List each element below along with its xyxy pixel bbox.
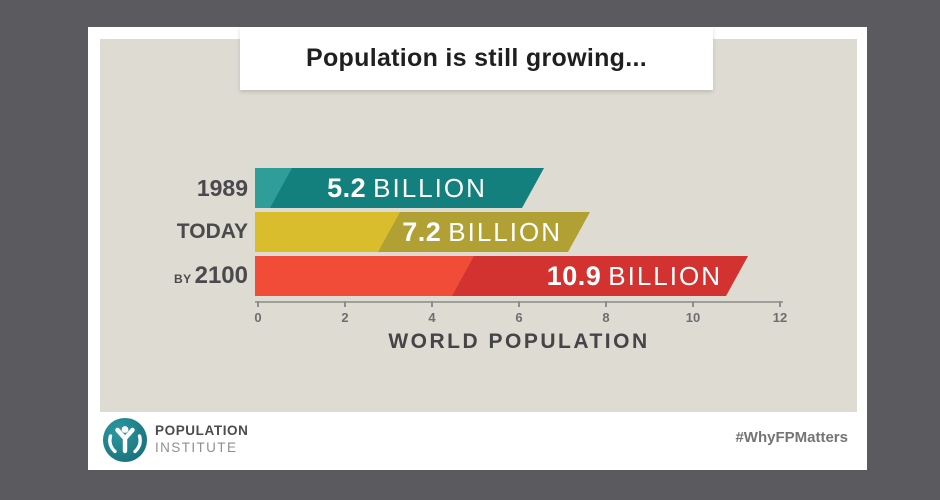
x-axis-tickmark <box>779 301 781 307</box>
chart-panel: 1989 TODAY BY 2100 5.2 BILLION 7.2 BILLION … <box>100 39 857 412</box>
x-axis-tick-label: 10 <box>685 310 701 325</box>
logo-wordmark: POPULATION INSTITUTE <box>155 423 249 455</box>
bar-value-unit: BILLION <box>373 173 487 203</box>
x-axis-tickmark <box>605 301 607 307</box>
bar-value-unit: BILLION <box>608 261 722 291</box>
x-axis-tick-label: 12 <box>772 310 788 325</box>
x-axis-tick-label: 2 <box>341 310 349 325</box>
x-axis-title: WORLD POPULATION <box>388 330 650 353</box>
x-axis-tick-label: 4 <box>428 310 436 325</box>
x-axis-tick-label: 6 <box>515 310 523 325</box>
infographic-card: 1989 TODAY BY 2100 5.2 BILLION 7.2 BILLION … <box>88 27 867 470</box>
bar-today-value-segment: 7.2 BILLION <box>378 212 590 252</box>
x-axis-tickmark <box>431 301 433 307</box>
bar-1989: 5.2 BILLION <box>255 168 544 208</box>
bar-today: 7.2 BILLION <box>255 212 590 252</box>
x-axis-tick-label: 0 <box>254 310 262 325</box>
population-institute-logo-icon <box>103 418 147 462</box>
category-label-today: TODAY <box>176 220 248 243</box>
x-axis-tickmark <box>344 301 346 307</box>
bar-value-number: 5.2 <box>327 173 367 203</box>
chart-title: Population is still growing... <box>306 44 647 72</box>
bar-value-number: 7.2 <box>402 217 442 247</box>
title-banner: Population is still growing... <box>240 27 713 90</box>
bar-by-2100: 10.9 BILLION <box>255 256 748 296</box>
x-axis-tick-label: 8 <box>602 310 610 325</box>
logo-line-population: POPULATION <box>155 423 249 438</box>
category-label-1989: 1989 <box>196 175 248 201</box>
hashtag-label: #WhyFPMatters <box>735 429 848 446</box>
x-axis-tickmark <box>257 301 259 307</box>
bar-by-2100-value-segment: 10.9 BILLION <box>452 256 748 296</box>
bar-value-unit: BILLION <box>448 217 562 247</box>
x-axis-tickmark <box>518 301 520 307</box>
x-axis-tickmark <box>692 301 694 307</box>
footer-bar: POPULATION INSTITUTE #WhyFPMatters <box>88 412 867 470</box>
bar-1989-value-segment: 5.2 BILLION <box>270 168 544 208</box>
category-label-by-2100: BY 2100 <box>173 262 248 289</box>
bar-value-number: 10.9 <box>546 261 602 291</box>
logo-line-institute: INSTITUTE <box>155 440 238 455</box>
